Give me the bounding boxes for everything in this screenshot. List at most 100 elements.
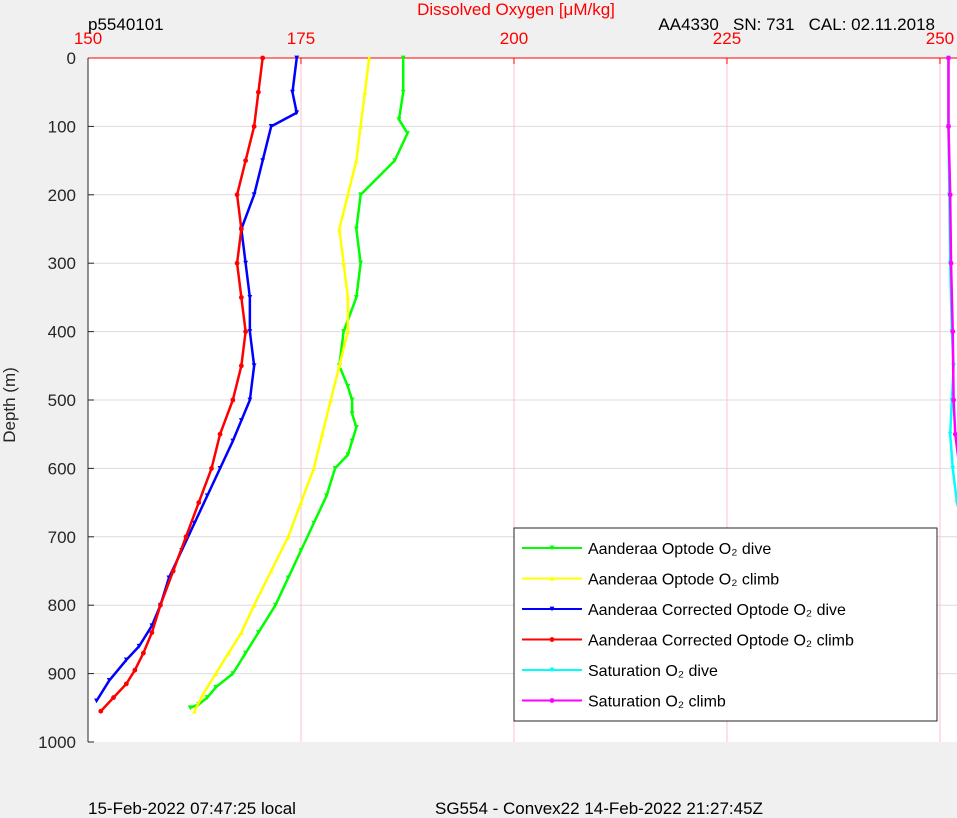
data-point <box>234 192 240 198</box>
data-point <box>952 431 957 437</box>
data-point <box>251 192 257 198</box>
data-point <box>170 568 176 574</box>
data-point <box>349 411 355 417</box>
data-point <box>948 260 954 266</box>
data-point <box>204 493 210 499</box>
data-point <box>353 226 359 232</box>
axes: 0 100 200 300 400 500 600 700 800 900 1000 150 175 20… <box>38 29 957 752</box>
legend-swatch-marker <box>549 606 555 612</box>
data-point <box>349 438 355 444</box>
data-point <box>341 260 346 266</box>
data-point <box>238 226 244 232</box>
data-point <box>951 397 956 403</box>
data-point <box>255 630 261 635</box>
data-point <box>400 55 406 61</box>
data-point <box>260 55 266 61</box>
data-point <box>298 500 304 505</box>
y-tick-label: 300 <box>48 254 76 273</box>
data-point <box>366 55 372 61</box>
data-point <box>328 397 334 403</box>
data-point <box>341 329 346 334</box>
data-point <box>243 329 249 334</box>
data-point <box>345 383 351 389</box>
legend-label: Aanderaa Corrected Optode O₂ dive <box>588 602 846 619</box>
data-point <box>196 500 202 505</box>
data-point <box>136 643 142 649</box>
legend-box <box>513 527 938 722</box>
data-point <box>243 158 249 164</box>
data-point <box>336 363 342 369</box>
data-point <box>285 575 291 581</box>
legend-label: Saturation O₂ climb <box>588 694 726 711</box>
data-point <box>94 698 99 704</box>
y-tick-label: 1000 <box>38 733 76 752</box>
data-point <box>192 520 197 526</box>
data-point <box>311 520 317 526</box>
data-point <box>247 397 253 403</box>
x-tick-label: 150 <box>74 29 102 48</box>
data-point <box>251 124 257 129</box>
data-point <box>192 708 197 714</box>
series-1 <box>192 55 372 714</box>
data-point <box>358 124 364 129</box>
data-point <box>336 226 342 232</box>
legend-label: Saturation O₂ dive <box>588 663 718 680</box>
data-point <box>238 363 244 369</box>
data-point <box>405 130 410 136</box>
footer-glider-mission: SG554 - Convex22 14-Feb-2022 21:27:45Z <box>435 799 763 818</box>
legend-label: Aanderaa Optode O₂ climb <box>588 572 779 589</box>
legend: Aanderaa Optode O₂ dive Aanderaa Optode O… <box>513 527 938 722</box>
data-point <box>353 295 359 300</box>
legend-swatch-marker <box>549 545 555 551</box>
data-point <box>158 602 163 608</box>
data-point <box>358 260 364 266</box>
data-point <box>251 602 257 608</box>
data-point <box>345 192 351 198</box>
data-point <box>213 671 219 676</box>
data-point <box>392 158 398 163</box>
data-point <box>209 466 214 471</box>
data-point <box>950 329 956 334</box>
data-point <box>140 650 146 656</box>
data-point <box>285 534 291 540</box>
y-tick-label: 200 <box>48 186 76 205</box>
legend-swatch-marker <box>549 698 555 703</box>
data-point <box>324 493 329 499</box>
data-point <box>332 466 338 471</box>
data-point <box>230 438 236 444</box>
series-3 <box>98 55 266 714</box>
series-2 <box>94 55 300 704</box>
series-line <box>189 58 409 709</box>
data-point <box>396 117 402 122</box>
data-point <box>111 695 116 700</box>
x-tick-label: 200 <box>500 29 528 48</box>
data-point <box>268 568 274 574</box>
data-point <box>238 295 244 300</box>
data-point <box>345 295 351 300</box>
data-point <box>311 466 317 471</box>
data-point <box>149 630 155 635</box>
data-point <box>294 110 300 116</box>
data-point <box>298 548 304 553</box>
y-tick-label: 400 <box>48 323 76 342</box>
x-tick-label: 225 <box>713 29 741 48</box>
data-point <box>954 500 957 505</box>
data-point <box>345 329 351 334</box>
data-point <box>946 124 951 129</box>
data-point <box>230 397 236 403</box>
data-point <box>947 431 953 437</box>
data-point <box>213 684 219 690</box>
y-tick-label: 600 <box>48 459 76 478</box>
data-point <box>226 650 231 656</box>
y-tick-label: 700 <box>48 528 76 547</box>
legend-swatch-marker <box>549 637 555 642</box>
legend-label: Aanderaa Optode O₂ dive <box>588 541 771 558</box>
data-point <box>98 708 104 714</box>
x-tick-label: 250 <box>926 29 954 48</box>
y-axis-label: Depth (m) <box>0 367 19 443</box>
data-point <box>251 363 257 369</box>
data-point <box>187 705 193 711</box>
data-point <box>183 534 189 540</box>
data-point <box>353 158 359 163</box>
data-point <box>290 89 295 95</box>
